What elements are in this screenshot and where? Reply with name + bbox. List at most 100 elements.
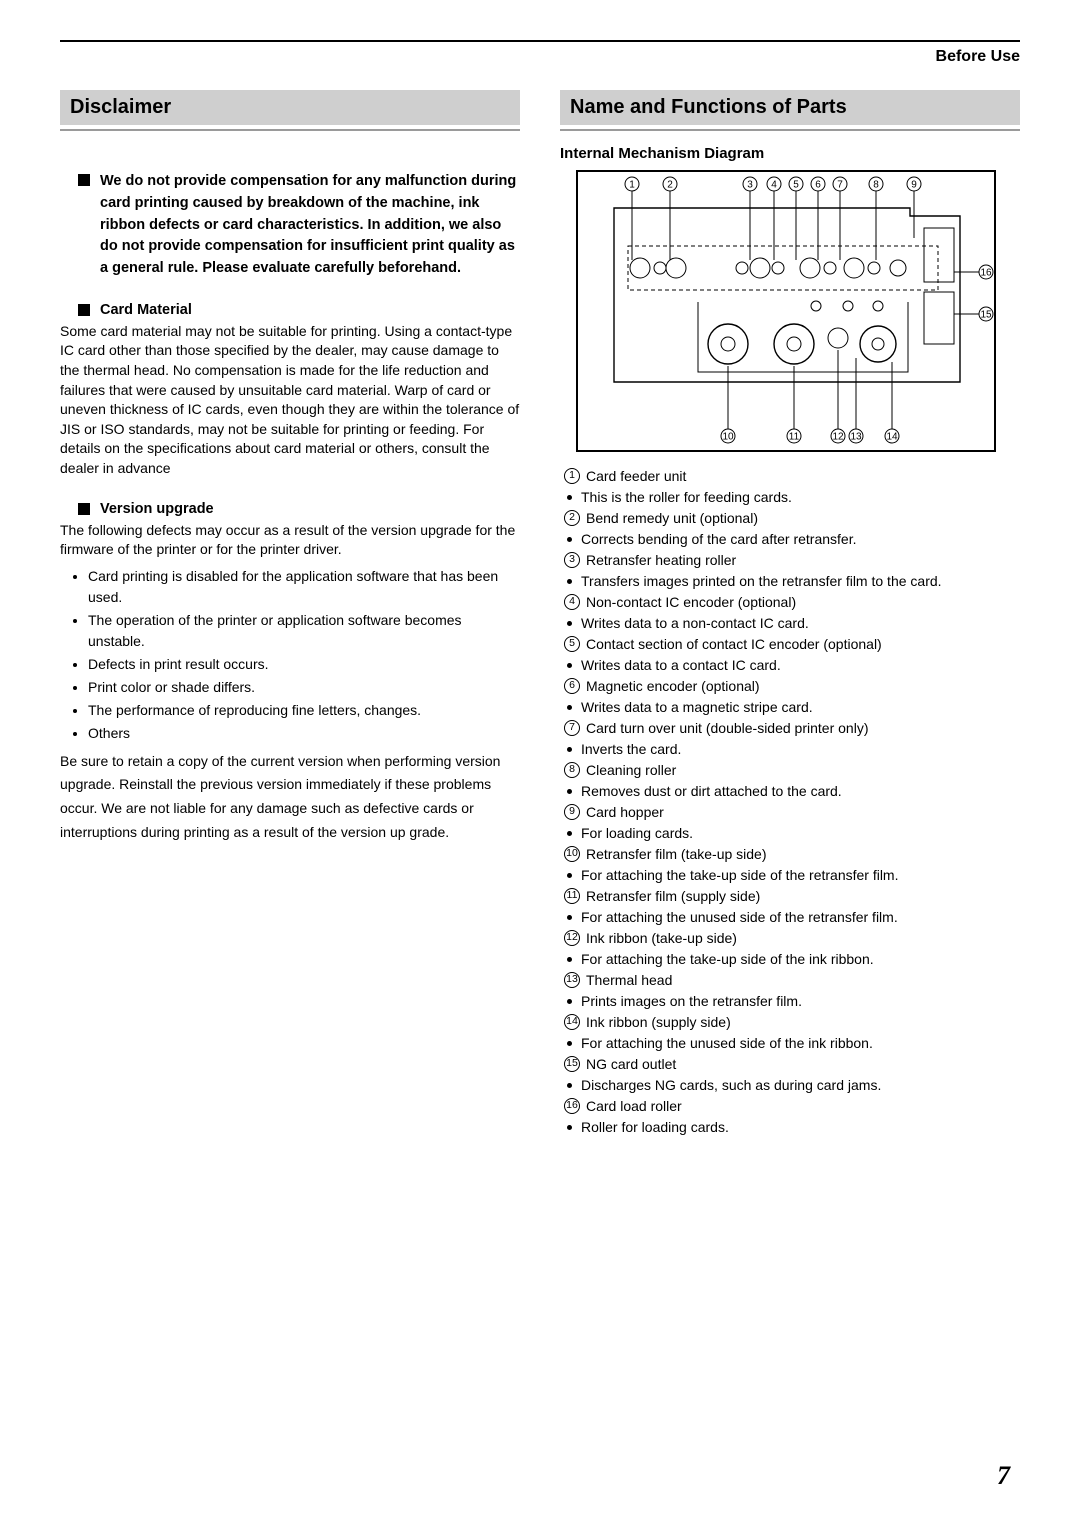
callout-desc-row: Writes data to a contact IC card. bbox=[564, 655, 1020, 676]
top-rule bbox=[60, 40, 1020, 42]
callout-desc-row: Writes data to a non-contact IC card. bbox=[564, 613, 1020, 634]
diag-num: 5 bbox=[793, 180, 799, 191]
intro-block-text: We do not provide compensation for any m… bbox=[100, 171, 520, 280]
list-item: The performance of reproducing fine lett… bbox=[88, 700, 520, 721]
callout-desc-row: Prints images on the retransfer film. bbox=[564, 991, 1020, 1012]
dot-bullet-icon bbox=[567, 1083, 572, 1088]
callout-description: Corrects bending of the card after retra… bbox=[581, 529, 856, 550]
dot-bullet-icon bbox=[567, 831, 572, 836]
callout-desc-row: For attaching the take-up side of the re… bbox=[564, 865, 1020, 886]
disclaimer-heading: Disclaimer bbox=[60, 90, 520, 125]
version-upgrade-list: Card printing is disabled for the applic… bbox=[88, 566, 520, 744]
callout-desc-row: Discharges NG cards, such as during card… bbox=[564, 1075, 1020, 1096]
callout-label-row: 2 Bend remedy unit (optional) bbox=[564, 508, 1020, 529]
callout-label-row: 14 Ink ribbon (supply side) bbox=[564, 1012, 1020, 1033]
callout-description: Prints images on the retransfer film. bbox=[581, 991, 802, 1012]
callout-label: Ink ribbon (take-up side) bbox=[586, 928, 737, 949]
callout-description: For attaching the unused side of the ret… bbox=[581, 907, 898, 928]
callout-label-row: 15NG card outlet bbox=[564, 1054, 1020, 1075]
card-material-heading: Card Material bbox=[100, 302, 192, 318]
callout-description: Removes dust or dirt attached to the car… bbox=[581, 781, 842, 802]
diag-num: 16 bbox=[980, 268, 992, 279]
callout-desc-row: Transfers images printed on the retransf… bbox=[564, 571, 1020, 592]
callout-description: Writes data to a non-contact IC card. bbox=[581, 613, 809, 634]
diag-num: 11 bbox=[789, 432, 800, 443]
diag-num: 12 bbox=[832, 432, 844, 443]
circled-number-icon: 5 bbox=[564, 636, 580, 652]
circled-number-icon: 15 bbox=[564, 1056, 580, 1072]
callout-description: For loading cards. bbox=[581, 823, 693, 844]
callout-description: Writes data to a contact IC card. bbox=[581, 655, 781, 676]
dot-bullet-icon bbox=[567, 663, 572, 668]
list-item: Others bbox=[88, 723, 520, 744]
callout-label-row: 1 Card feeder unit bbox=[564, 466, 1020, 487]
callout-label: Magnetic encoder (optional) bbox=[586, 676, 760, 697]
square-bullet-icon bbox=[78, 304, 90, 316]
diag-num: 7 bbox=[837, 180, 843, 191]
callout-description: For attaching the take-up side of the re… bbox=[581, 865, 899, 886]
callout-label: Card hopper bbox=[586, 802, 664, 823]
square-bullet-icon bbox=[78, 174, 90, 186]
two-column-layout: Disclaimer We do not provide compensatio… bbox=[60, 90, 1020, 1138]
callout-label-row: 12Ink ribbon (take-up side) bbox=[564, 928, 1020, 949]
diag-num: 8 bbox=[873, 180, 879, 191]
left-column: Disclaimer We do not provide compensatio… bbox=[60, 90, 520, 1138]
callout-label-row: 16Card load roller bbox=[564, 1096, 1020, 1117]
list-item: Defects in print result occurs. bbox=[88, 654, 520, 675]
list-item: Print color or shade differs. bbox=[88, 677, 520, 698]
version-upgrade-heading: Version upgrade bbox=[100, 501, 214, 517]
callout-description: Transfers images printed on the retransf… bbox=[581, 571, 942, 592]
circled-number-icon: 6 bbox=[564, 678, 580, 694]
callout-label-row: 10Retransfer film (take-up side) bbox=[564, 844, 1020, 865]
dot-bullet-icon bbox=[567, 957, 572, 962]
callout-label-row: 11Retransfer film (supply side) bbox=[564, 886, 1020, 907]
version-upgrade-head-row: Version upgrade bbox=[60, 501, 520, 517]
callout-label: Card feeder unit bbox=[586, 466, 686, 487]
circled-number-icon: 16 bbox=[564, 1098, 580, 1114]
dot-bullet-icon bbox=[567, 873, 572, 878]
circled-number-icon: 8 bbox=[564, 762, 580, 778]
callout-label: Cleaning roller bbox=[586, 760, 676, 781]
callout-label-row: 5Contact section of contact IC encoder (… bbox=[564, 634, 1020, 655]
dot-bullet-icon bbox=[567, 495, 572, 500]
callout-description: For attaching the unused side of the ink… bbox=[581, 1033, 873, 1054]
circled-number-icon: 1 bbox=[564, 468, 580, 484]
circled-number-icon: 14 bbox=[564, 1014, 580, 1030]
callout-description: Roller for loading cards. bbox=[581, 1117, 729, 1138]
dot-bullet-icon bbox=[567, 579, 572, 584]
callout-description: Writes data to a magnetic stripe card. bbox=[581, 697, 813, 718]
callout-label: Ink ribbon (supply side) bbox=[586, 1012, 731, 1033]
callout-desc-row: Writes data to a magnetic stripe card. bbox=[564, 697, 1020, 718]
diagram-title: Internal Mechanism Diagram bbox=[560, 145, 1020, 162]
right-column: Name and Functions of Parts Internal Mec… bbox=[560, 90, 1020, 1138]
callout-description: For attaching the take-up side of the in… bbox=[581, 949, 874, 970]
diag-num: 3 bbox=[747, 180, 753, 191]
disclaimer-underline bbox=[60, 129, 520, 131]
callout-list: 1 Card feeder unitThis is the roller for … bbox=[564, 466, 1020, 1138]
callout-desc-row: For attaching the unused side of the ret… bbox=[564, 907, 1020, 928]
circled-number-icon: 13 bbox=[564, 972, 580, 988]
callout-desc-row: For attaching the take-up side of the in… bbox=[564, 949, 1020, 970]
callout-label-row: 13Thermal head bbox=[564, 970, 1020, 991]
dot-bullet-icon bbox=[567, 789, 572, 794]
diag-num: 2 bbox=[667, 180, 673, 191]
list-item: The operation of the printer or applicat… bbox=[88, 610, 520, 652]
callout-desc-row: Removes dust or dirt attached to the car… bbox=[564, 781, 1020, 802]
circled-number-icon: 2 bbox=[564, 510, 580, 526]
callout-desc-row: Roller for loading cards. bbox=[564, 1117, 1020, 1138]
parts-heading: Name and Functions of Parts bbox=[560, 90, 1020, 125]
diag-num: 15 bbox=[980, 310, 992, 321]
diag-num: 14 bbox=[886, 432, 898, 443]
callout-label: Retransfer heating roller bbox=[586, 550, 736, 571]
callout-desc-row: Inverts the card. bbox=[564, 739, 1020, 760]
circled-number-icon: 7 bbox=[564, 720, 580, 736]
callout-label-row: 8 Cleaning roller bbox=[564, 760, 1020, 781]
circled-number-icon: 9 bbox=[564, 804, 580, 820]
diag-num: 1 bbox=[629, 180, 635, 191]
diag-num: 10 bbox=[722, 432, 734, 443]
dot-bullet-icon bbox=[567, 915, 572, 920]
diag-num: 13 bbox=[850, 432, 862, 443]
callout-desc-row: This is the roller for feeding cards. bbox=[564, 487, 1020, 508]
dot-bullet-icon bbox=[567, 705, 572, 710]
callout-label: Bend remedy unit (optional) bbox=[586, 508, 758, 529]
